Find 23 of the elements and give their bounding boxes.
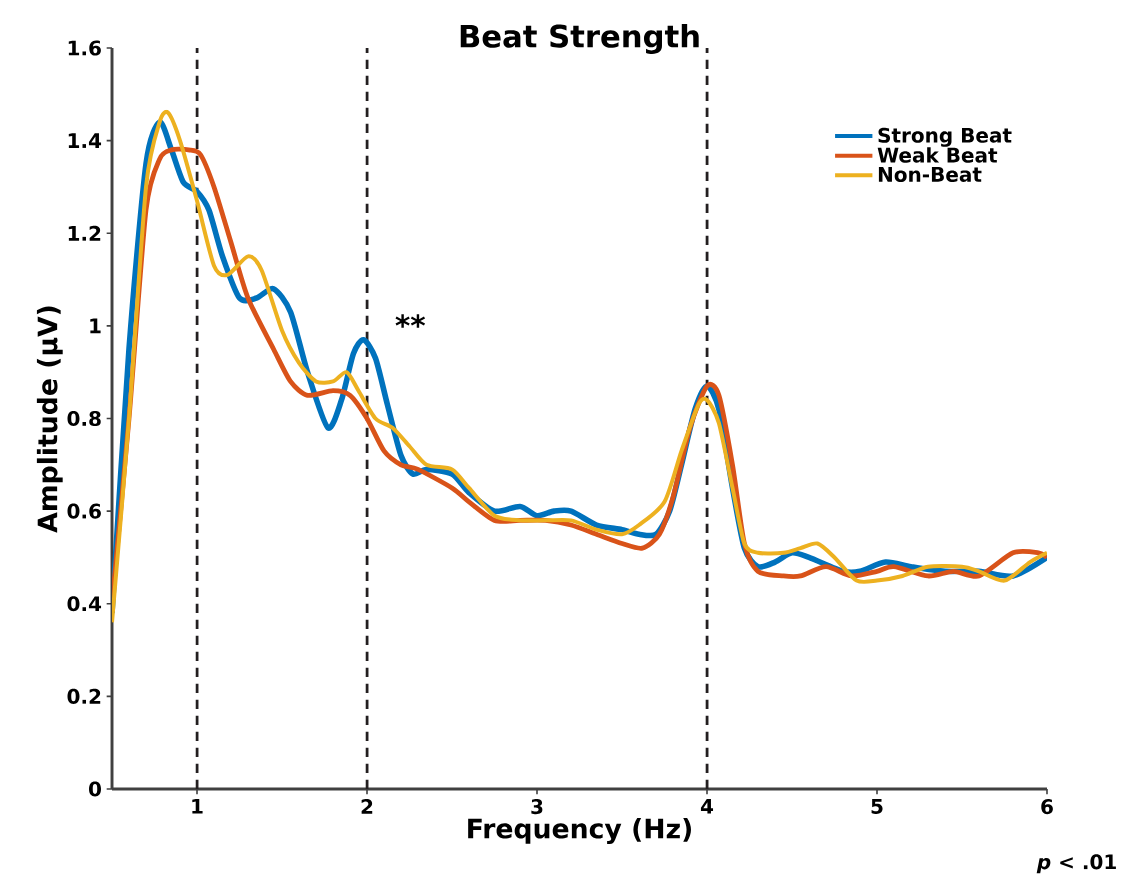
y-tick-label: 1.6 bbox=[68, 40, 101, 56]
x-tick-label: 1 bbox=[192, 799, 203, 814]
x-tick-label: 6 bbox=[1041, 799, 1053, 815]
x-tick-label: 4 bbox=[700, 799, 714, 814]
chart-title: Beat Strength bbox=[460, 24, 699, 54]
legend-label: Weak Beat bbox=[877, 147, 998, 163]
x-tick-label: 2 bbox=[361, 799, 373, 814]
y-tick-label: 0.4 bbox=[67, 596, 102, 612]
x-tick-label: 3 bbox=[531, 799, 543, 815]
legend-label: Strong Beat bbox=[878, 127, 1012, 147]
y-tick-label: 0 bbox=[89, 781, 101, 797]
x-axis-title: Frequency (Hz) bbox=[468, 817, 691, 844]
x-tick-label: 5 bbox=[871, 799, 883, 814]
text: p < .01 bbox=[1036, 854, 1116, 874]
y-tick-label: 0.2 bbox=[67, 688, 101, 704]
y-tick-label: 0.8 bbox=[67, 410, 101, 427]
y-tick-label: 1 bbox=[90, 318, 101, 334]
legend-label: Non-Beat bbox=[878, 167, 982, 182]
y-tick-label: 1.4 bbox=[68, 133, 102, 148]
y-axis-title: Amplitude (μV) bbox=[36, 306, 63, 533]
y-tick-label: 1.2 bbox=[68, 225, 101, 241]
annotation: ** bbox=[395, 314, 426, 328]
y-tick-label: 0.6 bbox=[67, 503, 101, 519]
